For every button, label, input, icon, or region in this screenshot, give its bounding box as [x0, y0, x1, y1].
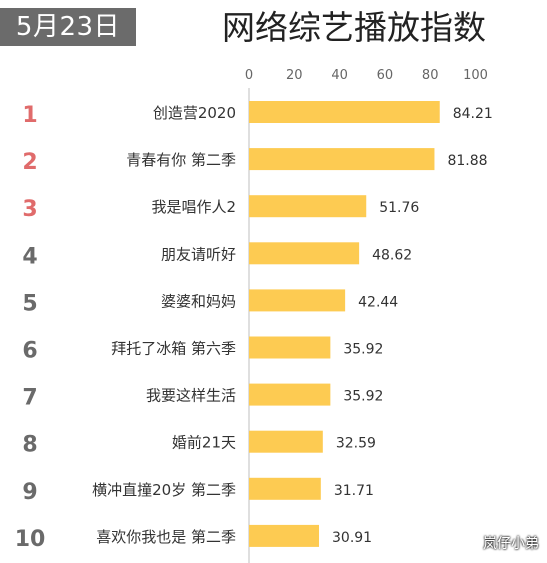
category-label: 青春有你 第二季: [126, 151, 236, 169]
bar: [249, 242, 360, 265]
rank-number: 3: [22, 197, 37, 222]
category-label: 婚前21天: [172, 434, 236, 452]
chart-title: 网络综艺播放指数: [222, 8, 486, 47]
rank-number: 4: [22, 244, 37, 269]
rank-number: 10: [15, 527, 46, 552]
bar: [249, 101, 440, 123]
x-tick-label: 80: [422, 68, 439, 83]
rank-number: 5: [22, 291, 37, 316]
bar: [249, 524, 320, 547]
bar: [249, 477, 321, 500]
category-label: 喜欢你我也是 第二季: [96, 528, 236, 546]
bar: [249, 430, 323, 453]
bar: [249, 383, 331, 406]
category-label: 朋友请听好: [161, 245, 236, 263]
value-label: 84.21: [453, 106, 493, 122]
x-tick-label: 20: [286, 68, 303, 83]
category-label: 拜托了冰箱 第六季: [111, 340, 236, 358]
category-label: 我要这样生活: [146, 387, 236, 405]
watermark: 岚仔小弟: [483, 536, 539, 552]
bar: [249, 336, 331, 359]
rank-number: 1: [22, 103, 37, 128]
x-tick-label: 100: [463, 68, 488, 83]
x-tick-label: 0: [245, 68, 253, 83]
bar: [249, 289, 346, 312]
rank-number: 8: [22, 433, 37, 458]
bar: [249, 195, 367, 218]
bar: [249, 148, 435, 171]
value-label: 42.44: [358, 294, 398, 310]
value-label: 32.59: [336, 436, 376, 452]
value-label: 30.91: [332, 530, 372, 546]
category-label: 婆婆和妈妈: [161, 292, 236, 310]
value-label: 81.88: [447, 153, 487, 169]
value-label: 35.92: [343, 342, 383, 358]
category-label: 我是唱作人2: [151, 198, 236, 216]
rank-number: 9: [22, 480, 37, 505]
rank-number: 6: [22, 339, 37, 364]
date-badge: 5月23日: [0, 8, 136, 46]
value-label: 35.92: [343, 389, 383, 405]
rank-number: 7: [22, 386, 37, 411]
x-tick-label: 40: [331, 68, 348, 83]
category-label: 创造营2020: [153, 104, 236, 122]
value-label: 51.76: [379, 200, 419, 216]
x-tick-label: 60: [377, 68, 394, 83]
value-label: 48.62: [372, 247, 412, 263]
category-label: 横冲直撞20岁 第二季: [92, 481, 236, 499]
value-label: 31.71: [334, 483, 374, 499]
rank-number: 2: [22, 150, 37, 175]
